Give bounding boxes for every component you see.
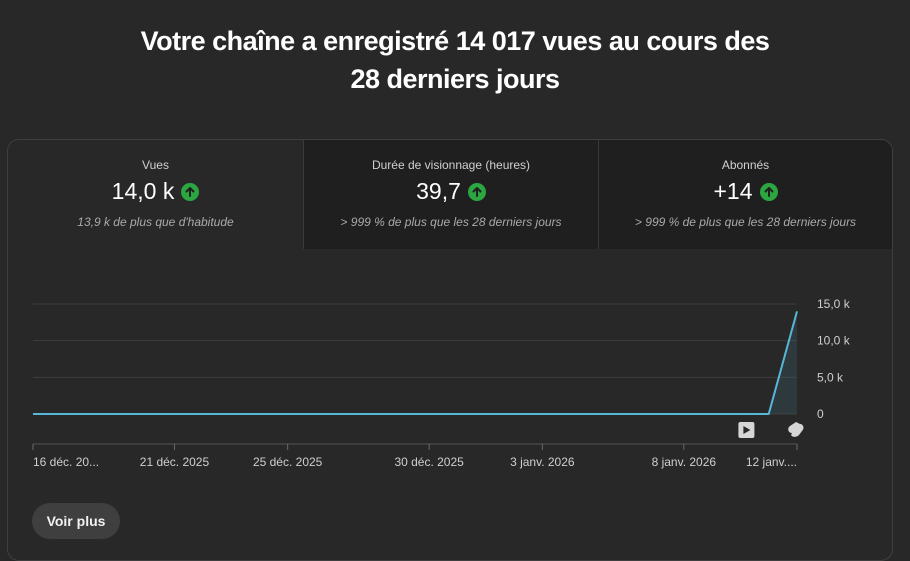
shorts-icon <box>788 422 804 437</box>
data-point <box>400 413 402 415</box>
data-point <box>428 413 430 415</box>
page-title: Votre chaîne a enregistré 14 017 vues au… <box>0 22 910 98</box>
metric-label: Vues <box>142 158 169 172</box>
data-point <box>173 413 175 415</box>
data-point <box>315 413 317 415</box>
data-point <box>513 413 515 415</box>
data-point <box>343 413 345 415</box>
y-tick-label: 0 <box>817 407 824 421</box>
analytics-card: Vues 14,0 k 13,9 k de plus que d'habitud… <box>7 139 893 561</box>
x-tick-label: 8 janv. 2026 <box>652 455 717 469</box>
arrow-up-icon <box>759 182 778 201</box>
metric-label: Abonnés <box>721 158 770 172</box>
data-point <box>258 413 260 415</box>
metric-note: 13,9 k de plus que d'habitude <box>77 215 234 229</box>
tab-watch-time[interactable]: Durée de visionnage (heures) 39,7 > 999 … <box>303 140 598 249</box>
metric-value: 14,0 k <box>111 178 175 204</box>
x-tick-label: 12 janv.... <box>746 455 797 469</box>
data-point <box>683 413 685 415</box>
data-point <box>598 413 600 415</box>
series-area <box>33 311 797 414</box>
arrow-up-icon <box>181 182 200 201</box>
see-more-button[interactable]: Voir plus <box>32 503 120 539</box>
y-tick-label: 15,0 k <box>817 297 851 311</box>
x-tick-label: 21 déc. 2025 <box>140 455 210 469</box>
data-point <box>32 413 34 415</box>
metric-note: > 999 % de plus que les 28 derniers jour… <box>340 215 562 229</box>
series-line-views <box>33 311 798 415</box>
data-point <box>287 413 289 415</box>
data-point <box>145 413 147 415</box>
data-point <box>485 413 487 415</box>
data-point <box>230 413 232 415</box>
x-tick-label: 25 déc. 2025 <box>253 455 323 469</box>
x-tick-label: 3 janv. 2026 <box>510 455 575 469</box>
metric-tabs: Vues 14,0 k 13,9 k de plus que d'habitud… <box>8 140 892 249</box>
data-point <box>202 413 204 415</box>
metric-note: > 999 % de plus que les 28 derniers jour… <box>634 215 857 229</box>
arrow-up-icon <box>467 182 486 201</box>
views-line-chart: 15,0 k 10,0 k 5,0 k 0 16 déc. 20... 21 déc. 2… <box>32 297 851 469</box>
data-point <box>768 413 770 415</box>
y-tick-label: 10,0 k <box>817 334 851 348</box>
data-point <box>60 413 62 415</box>
data-point <box>89 413 91 415</box>
data-point <box>711 413 713 415</box>
y-tick-label: 5,0 k <box>817 370 844 384</box>
data-point <box>626 413 628 415</box>
data-point <box>372 413 374 415</box>
data-point <box>117 413 119 415</box>
page-title-line1: Votre chaîne a enregistré 14 017 vues au… <box>140 26 770 56</box>
data-point <box>541 413 543 415</box>
video-play-icon <box>738 422 755 438</box>
x-tick-label: 16 déc. 20... <box>33 455 99 469</box>
data-point <box>655 413 657 415</box>
tab-subscribers[interactable]: Abonnés +14 > 999 % de plus que les 28 d… <box>598 140 892 249</box>
data-point <box>570 413 572 415</box>
tab-views[interactable]: Vues 14,0 k 13,9 k de plus que d'habitud… <box>8 140 303 249</box>
data-point <box>456 413 458 415</box>
data-point <box>796 310 798 312</box>
metric-label: Durée de visionnage (heures) <box>371 158 531 172</box>
metric-value: 39,7 <box>416 178 461 204</box>
page-title-line2: 28 derniers jours <box>350 64 560 94</box>
data-point <box>739 413 741 415</box>
x-tick-label: 30 déc. 2025 <box>394 455 464 469</box>
metric-value: +14 <box>713 178 753 204</box>
